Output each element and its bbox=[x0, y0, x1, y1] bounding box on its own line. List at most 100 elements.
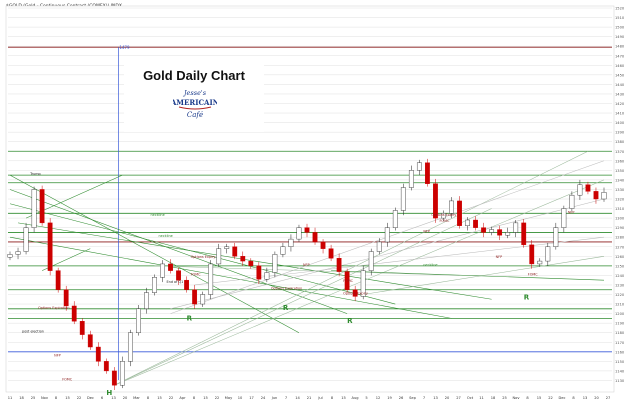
candle-body bbox=[473, 219, 478, 228]
trendline bbox=[194, 236, 605, 286]
candle-body bbox=[7, 254, 13, 258]
candle-body bbox=[433, 183, 438, 219]
candle-body bbox=[593, 191, 599, 200]
x-tick-label: Jul bbox=[317, 396, 322, 400]
event-annotation: Options Expiration bbox=[38, 306, 69, 310]
x-tick-label: 22 bbox=[77, 396, 82, 400]
candle-body bbox=[152, 277, 157, 293]
candle-body bbox=[465, 219, 470, 226]
x-tick-label: Mar bbox=[133, 396, 140, 400]
y-tick-label: 1390 bbox=[615, 131, 625, 135]
candle-body bbox=[424, 162, 430, 184]
y-tick-label: 1320 bbox=[615, 198, 625, 202]
event-annotation: End of Q1 bbox=[167, 280, 184, 284]
candle-body bbox=[304, 227, 310, 233]
candle-body bbox=[103, 361, 109, 372]
candle-body bbox=[296, 227, 302, 240]
x-tick-label: 15 bbox=[537, 396, 542, 400]
x-tick-label: 22 bbox=[215, 396, 220, 400]
y-tick-label: 1280 bbox=[615, 236, 625, 240]
trendline bbox=[114, 208, 492, 386]
pattern-marker: R bbox=[347, 317, 353, 325]
x-tick-label: 7 bbox=[285, 396, 287, 400]
y-tick-label: 1330 bbox=[615, 188, 625, 192]
x-tick-label: 8 bbox=[147, 396, 150, 400]
candle-body bbox=[384, 227, 390, 243]
y-tick-label: 1440 bbox=[615, 83, 625, 87]
pattern-marker: R bbox=[283, 304, 289, 312]
x-tick-label: 5 bbox=[365, 396, 367, 400]
event-annotation: neckline bbox=[159, 234, 173, 238]
candle-body bbox=[312, 232, 318, 243]
candle-body bbox=[87, 334, 93, 348]
event-annotation: Options Expiration bbox=[271, 287, 302, 291]
logo-line3: Café bbox=[187, 111, 203, 119]
candle-body bbox=[529, 244, 535, 265]
candle-body bbox=[119, 361, 125, 386]
event-annotation: NFP bbox=[496, 255, 503, 259]
y-tick-label: 1520 bbox=[615, 7, 625, 11]
event-annotation: FOMC bbox=[62, 377, 73, 381]
event-annotation: Options Expiry bbox=[191, 255, 216, 259]
x-tick-label: Nov bbox=[512, 396, 520, 400]
y-tick-label: 1190 bbox=[615, 322, 625, 326]
event-annotation: NFP bbox=[423, 229, 430, 233]
x-tick-label: Aug bbox=[351, 396, 358, 400]
x-tick-label: 10 bbox=[238, 396, 243, 400]
x-tick-label: Nov bbox=[41, 396, 49, 400]
x-tick-label: 8 bbox=[526, 396, 529, 400]
candle-body bbox=[392, 210, 398, 228]
y-tick-label: 1290 bbox=[615, 226, 625, 230]
x-tick-label: 24 bbox=[261, 396, 266, 400]
candle-body bbox=[320, 241, 326, 249]
candle-body bbox=[55, 270, 61, 290]
candle-body bbox=[416, 162, 422, 171]
candle-body bbox=[208, 263, 214, 295]
candle-body bbox=[272, 254, 278, 273]
jesses-cafe-logo: Jesse's AMERICAIN Café bbox=[170, 87, 220, 121]
x-tick-label: 15 bbox=[65, 396, 70, 400]
candle-body bbox=[585, 184, 591, 192]
candle-body bbox=[192, 289, 198, 305]
candle-body bbox=[545, 246, 551, 262]
trendline bbox=[154, 265, 460, 276]
trendline bbox=[363, 256, 605, 295]
x-tick-label: 8 bbox=[55, 396, 58, 400]
y-tick-label: 1410 bbox=[615, 112, 625, 116]
trendline bbox=[9, 236, 452, 319]
x-tick-label: 13 bbox=[583, 396, 588, 400]
candle-body bbox=[481, 227, 487, 233]
event-annotation: post election bbox=[22, 330, 44, 334]
candle-body bbox=[224, 246, 230, 249]
candle-body bbox=[505, 232, 511, 236]
price-tag-label: 1479 bbox=[119, 45, 130, 50]
candle-layer bbox=[7, 158, 607, 390]
candle-body bbox=[376, 241, 382, 252]
event-annotation: Trump bbox=[29, 172, 41, 176]
y-tick-label: 1370 bbox=[615, 150, 625, 154]
event-annotation: neckline bbox=[423, 263, 437, 267]
trendline bbox=[114, 151, 589, 386]
grid-layer bbox=[8, 7, 612, 381]
candle-body bbox=[368, 251, 374, 271]
event-annotation: FOMC bbox=[439, 219, 450, 223]
y-tick-label: 1380 bbox=[615, 140, 625, 144]
x-tick-label: 19 bbox=[387, 396, 392, 400]
y-tick-label: 1230 bbox=[615, 283, 625, 287]
candle-body bbox=[441, 213, 446, 219]
y-tick-label: 1180 bbox=[615, 331, 625, 335]
candle-body bbox=[200, 294, 206, 305]
x-tick-label: 25 bbox=[502, 396, 507, 400]
x-tick-label: Dec bbox=[559, 396, 566, 400]
x-tick-label: 8 bbox=[331, 396, 334, 400]
candle-body bbox=[513, 222, 519, 233]
candle-body bbox=[71, 305, 77, 322]
y-tick-label: 1420 bbox=[615, 102, 625, 106]
x-tick-label: 8 bbox=[193, 396, 196, 400]
candle-body bbox=[280, 246, 286, 255]
candle-body bbox=[111, 370, 117, 386]
title-panel: Gold Daily Chart Jesse's AMERICAIN Café bbox=[124, 62, 264, 132]
y-tick-label: 1220 bbox=[615, 293, 625, 297]
event-annotation: FOMC bbox=[528, 272, 539, 276]
x-tick-label: 12 bbox=[376, 396, 381, 400]
